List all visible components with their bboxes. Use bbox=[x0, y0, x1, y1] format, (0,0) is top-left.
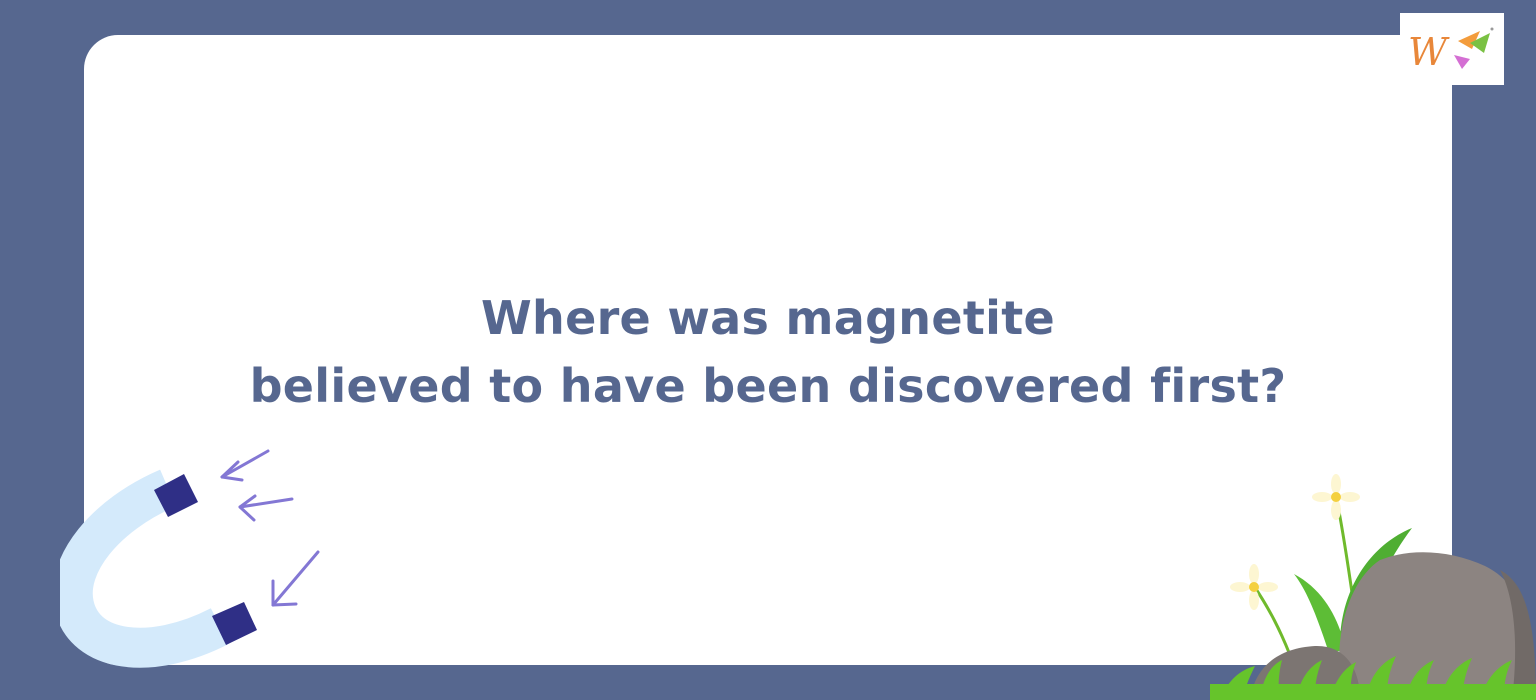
question-line-1: Where was magnetite bbox=[480, 291, 1055, 345]
rock-and-flowers-scene bbox=[1210, 474, 1536, 700]
logo-orange-shard bbox=[1458, 31, 1480, 49]
horseshoe-magnet-icon bbox=[60, 449, 320, 668]
arrow-2-head bbox=[238, 494, 257, 522]
petal bbox=[1312, 492, 1332, 502]
logo-letter: W bbox=[1408, 30, 1450, 74]
logo-pink-shard bbox=[1454, 55, 1470, 69]
petal bbox=[1258, 582, 1278, 592]
logo-dot bbox=[1490, 27, 1494, 31]
question-text: Where was magnetite believed to have bee… bbox=[84, 284, 1452, 420]
question-line-2: believed to have been discovered first? bbox=[249, 359, 1287, 413]
brand-logo-icon: W bbox=[1408, 27, 1494, 74]
brand-logo: W bbox=[1400, 13, 1504, 85]
leaf-left bbox=[1294, 574, 1346, 652]
arrow-1 bbox=[220, 449, 270, 479]
petal bbox=[1249, 564, 1259, 584]
daisy-flower-icon bbox=[1312, 474, 1360, 520]
petal bbox=[1340, 492, 1360, 502]
petal bbox=[1331, 500, 1341, 520]
flower-center bbox=[1331, 492, 1341, 502]
petal bbox=[1230, 582, 1250, 592]
attraction-arrows-icon bbox=[220, 449, 320, 607]
logo-green-shard bbox=[1470, 33, 1490, 53]
grass-base bbox=[1210, 684, 1536, 700]
rock-large-shadow bbox=[1500, 570, 1536, 700]
magnet-bottom-pole bbox=[212, 602, 257, 645]
grass-icon bbox=[1210, 656, 1536, 700]
petal bbox=[1331, 474, 1341, 494]
magnet-body bbox=[60, 469, 230, 668]
arrow-1-head bbox=[220, 460, 244, 482]
arrow-2 bbox=[238, 497, 294, 509]
arrow-3-head bbox=[271, 579, 298, 607]
petal bbox=[1249, 590, 1259, 610]
magnet-top-pole bbox=[154, 474, 198, 517]
flower-stem-short bbox=[1252, 585, 1292, 656]
daisy-flower-icon bbox=[1230, 564, 1278, 610]
flower-center bbox=[1249, 582, 1259, 592]
arrow-3 bbox=[271, 550, 320, 607]
